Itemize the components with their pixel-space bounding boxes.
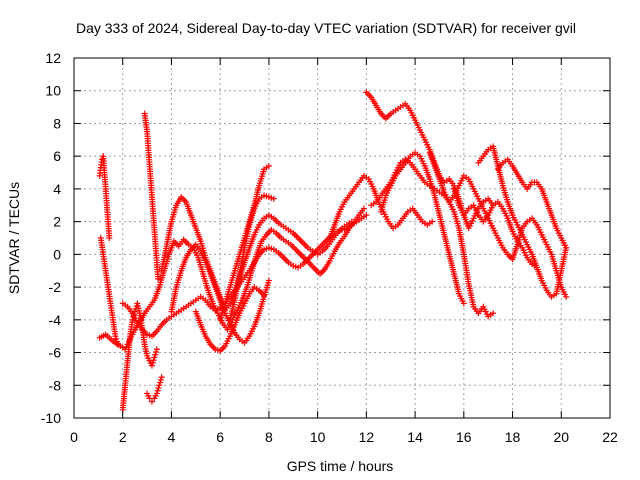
y-tick-label: -2 xyxy=(49,279,62,295)
y-tick-label: 4 xyxy=(53,181,61,197)
x-tick-label: 4 xyxy=(168,429,176,445)
series-track-s xyxy=(494,156,570,251)
y-axis-label: SDTVAR / TECUs xyxy=(6,182,22,294)
series-track-p xyxy=(377,149,467,307)
x-tick-label: 12 xyxy=(359,429,375,445)
x-tick-label: 22 xyxy=(602,429,618,445)
data-point xyxy=(533,264,540,271)
ticks xyxy=(73,57,611,419)
series-track-c xyxy=(96,153,113,241)
data-point xyxy=(157,379,164,386)
series-track-f xyxy=(144,374,165,405)
y-tick-label: -6 xyxy=(49,345,62,361)
data-point xyxy=(158,374,165,381)
data-point xyxy=(265,163,272,169)
data-point xyxy=(563,244,570,251)
x-tick-label: 10 xyxy=(310,429,326,445)
x-tick-label: 6 xyxy=(216,429,224,445)
data-point xyxy=(429,218,436,225)
series-track-l xyxy=(226,192,277,323)
series-track-r xyxy=(475,143,570,300)
data-point xyxy=(270,195,277,202)
data-point xyxy=(152,351,159,358)
data-point xyxy=(265,277,272,284)
y-tick-label: 6 xyxy=(53,148,61,164)
x-tick-label: 2 xyxy=(119,429,127,445)
x-tick-labels: 0 2 4 6 8 10 12 14 16 18 20 22 xyxy=(70,429,618,445)
data-point xyxy=(156,382,163,389)
series-track-o xyxy=(368,156,497,320)
x-tick-label: 0 xyxy=(70,429,78,445)
data-point xyxy=(153,390,160,397)
series-track-d xyxy=(119,300,160,413)
data-point xyxy=(114,338,121,345)
data-point xyxy=(155,385,162,391)
data-point xyxy=(363,212,370,219)
data-point xyxy=(148,362,155,369)
x-tick-label: 18 xyxy=(505,429,521,445)
chart-title: Day 333 of 2024, Sidereal Day-to-day VTE… xyxy=(76,20,576,36)
x-tick-label: 16 xyxy=(456,429,472,445)
data-point xyxy=(155,275,162,282)
y-tick-label: -8 xyxy=(49,377,62,393)
data-point xyxy=(157,376,164,383)
data-point xyxy=(154,387,161,394)
series-track-k xyxy=(217,163,272,323)
data-point xyxy=(114,341,121,348)
x-tick-label: 14 xyxy=(407,429,423,445)
y-tick-label: 12 xyxy=(45,50,61,66)
data-point xyxy=(460,300,467,307)
data-point xyxy=(153,346,160,353)
data-point xyxy=(106,235,113,241)
data-point xyxy=(348,218,355,225)
data-point xyxy=(150,357,157,364)
y-tick-labels: -10 -8 -6 -4 -2 0 2 4 6 8 10 12 xyxy=(41,50,61,426)
series-track-t xyxy=(451,185,540,271)
x-axis-label: GPS time / hours xyxy=(287,458,394,474)
x-tick-label: 20 xyxy=(553,429,569,445)
data-point xyxy=(153,349,160,355)
series-track-b xyxy=(97,235,121,348)
grid xyxy=(74,58,610,418)
y-tick-label: 0 xyxy=(53,246,61,262)
y-tick-label: 10 xyxy=(45,83,61,99)
data-point xyxy=(261,292,268,299)
plot-frame xyxy=(73,57,611,419)
x-tick-label: 8 xyxy=(265,429,273,445)
series-track-i xyxy=(168,241,272,346)
data-point xyxy=(563,293,570,300)
series-track-e xyxy=(141,110,162,282)
series-track-j xyxy=(192,284,268,354)
data-point xyxy=(151,354,158,361)
y-tick-label: 2 xyxy=(53,214,61,230)
y-tick-label: 8 xyxy=(53,115,61,131)
data-point xyxy=(360,205,367,212)
y-tick-label: -10 xyxy=(41,410,61,426)
data-point xyxy=(148,398,155,405)
data-point xyxy=(490,310,497,317)
series-track-m xyxy=(326,172,436,241)
data-point xyxy=(149,359,156,366)
data-point xyxy=(112,333,119,340)
data-point xyxy=(113,335,120,342)
y-tick-label: -4 xyxy=(49,312,62,328)
data-points xyxy=(96,89,570,413)
